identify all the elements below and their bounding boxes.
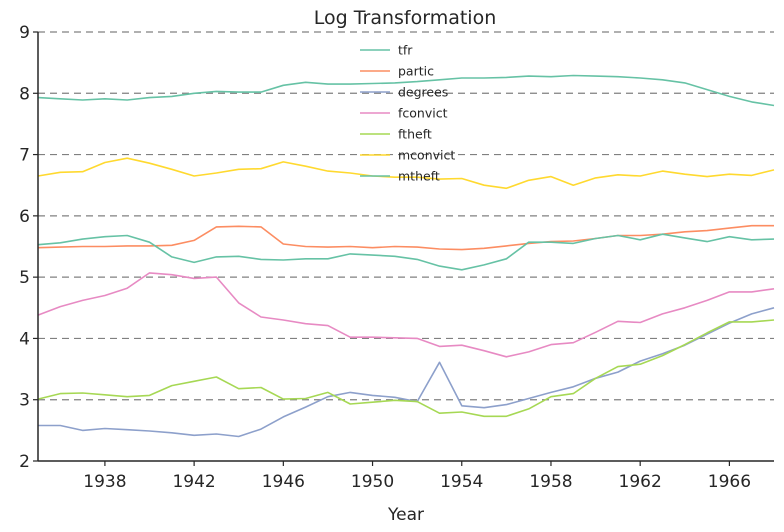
x-axis-label: Year <box>387 505 424 525</box>
grid-lines <box>38 31 774 401</box>
y-tick-label: 8 <box>19 84 30 104</box>
legend-label-degrees: degrees <box>398 85 448 100</box>
x-tick-label: 1962 <box>619 472 662 492</box>
x-tick-label: 1958 <box>529 472 572 492</box>
x-tick-label: 1942 <box>172 472 215 492</box>
y-tick-label: 9 <box>19 23 30 43</box>
legend: tfr partic degrees fconvict ftheft mconvict mt… <box>360 43 455 184</box>
legend-label-tfr: tfr <box>398 43 413 58</box>
x-tick-label: 1966 <box>708 472 751 492</box>
y-tick-label: 3 <box>19 391 30 411</box>
series-line-tfr <box>37 74 775 107</box>
series-line-partic <box>37 224 774 251</box>
y-tick-label: 7 <box>19 146 30 166</box>
y-tick-label: 6 <box>19 207 30 227</box>
legend-label-partic: partic <box>398 64 434 79</box>
axes <box>33 31 774 466</box>
chart-title: Log Transformation <box>314 7 497 29</box>
y-tick-label: 2 <box>19 452 30 472</box>
series-line-fconvict <box>37 272 775 358</box>
x-tick-labels: 1938 1942 1946 1950 1954 1958 1962 1966 <box>83 472 751 492</box>
legend-label-ftheft: ftheft <box>398 127 432 142</box>
series-line-ftheft <box>37 319 775 418</box>
y-tick-label: 4 <box>19 329 30 349</box>
series-lines <box>37 74 775 438</box>
series-line-degrees <box>38 307 775 438</box>
y-tick-labels: 2 3 4 5 6 7 8 9 <box>19 23 30 472</box>
x-tick-label: 1938 <box>83 472 126 492</box>
series-line-mtheft <box>37 233 775 271</box>
x-tick-label: 1950 <box>351 472 394 492</box>
x-tick-label: 1954 <box>440 472 483 492</box>
y-tick-label: 5 <box>19 268 30 288</box>
legend-label-fconvict: fconvict <box>398 106 448 121</box>
series-line-mconvict <box>37 157 775 190</box>
legend-label-mtheft: mtheft <box>398 169 440 184</box>
legend-label-mconvict: mconvict <box>398 148 455 163</box>
x-tick-label: 1946 <box>262 472 305 492</box>
